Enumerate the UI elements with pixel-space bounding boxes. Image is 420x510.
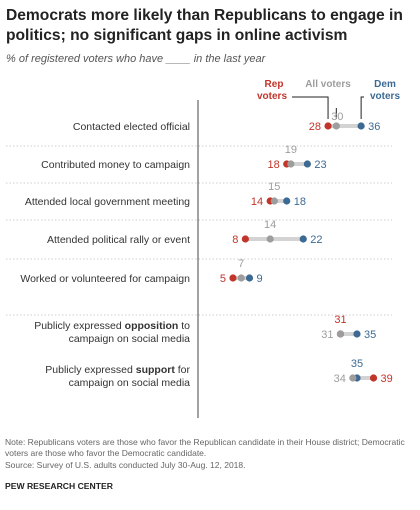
rep-value-label: 5 xyxy=(220,273,226,285)
legend-rep-label-line1: Rep xyxy=(265,79,284,90)
category-label-line2: campaign on social media xyxy=(69,377,191,389)
dem-dot xyxy=(245,274,254,282)
all-dot xyxy=(336,330,345,338)
chart-note: Note: Republicans voters are those who f… xyxy=(5,437,405,459)
all-dot xyxy=(332,122,340,130)
dem-dot xyxy=(283,197,291,205)
dem-dot xyxy=(353,330,361,338)
all-value-label: 15 xyxy=(268,181,280,193)
dem-dot xyxy=(299,235,307,243)
category-label: Contacted elected official xyxy=(73,121,190,133)
dem-value-label: 18 xyxy=(294,196,306,208)
rep-value-label: 31 xyxy=(334,314,346,326)
category-label: Publicly expressed opposition to xyxy=(34,320,190,332)
rep-dot xyxy=(369,374,378,382)
dem-value-label: 35 xyxy=(351,358,363,370)
all-value-label: 34 xyxy=(334,373,346,385)
dem-value-label: 23 xyxy=(314,159,326,171)
category-label: Publicly expressed support for xyxy=(45,364,190,376)
brand-logo-text: PEW RESEARCH CENTER xyxy=(5,481,113,491)
category-label-line2: campaign on social media xyxy=(69,333,191,345)
legend-rep-leader xyxy=(292,96,329,119)
legend-dem-leader xyxy=(360,96,364,119)
all-value-label: 31 xyxy=(321,329,333,341)
rep-dot xyxy=(324,122,332,130)
dem-dot xyxy=(357,122,365,130)
dem-value-label: 9 xyxy=(257,273,263,285)
all-dot xyxy=(266,235,274,243)
legend-dem-label-line2: voters xyxy=(370,91,400,102)
legend-all-label: All voters xyxy=(305,79,351,90)
dem-value-label: 35 xyxy=(364,329,376,341)
all-dot xyxy=(349,374,357,382)
rep-value-label: 39 xyxy=(381,373,393,385)
all-dot xyxy=(237,274,245,282)
dem-value-label: 36 xyxy=(368,121,380,133)
chart-title: Democrats more likely than Republicans t… xyxy=(6,7,403,44)
rep-value-label: 28 xyxy=(309,121,321,133)
legend-dem-label-line1: Dem xyxy=(374,79,396,90)
all-dot xyxy=(270,197,278,205)
rep-dot xyxy=(241,235,249,243)
rep-value-label: 14 xyxy=(251,196,263,208)
category-label: Attended political rally or event xyxy=(47,234,190,246)
all-value-label: 30 xyxy=(331,111,343,123)
rep-dot xyxy=(229,274,237,282)
all-dot xyxy=(287,160,295,168)
dem-dot xyxy=(303,160,311,168)
rep-value-label: 18 xyxy=(267,159,279,171)
chart-source: Source: Survey of U.S. adults conducted … xyxy=(5,460,246,470)
rep-value-label: 8 xyxy=(232,234,238,246)
dem-value-label: 22 xyxy=(310,234,322,246)
category-label: Contributed money to campaign xyxy=(41,159,190,171)
category-label: Worked or volunteered for campaign xyxy=(20,273,190,285)
chart-subtitle: % of registered voters who have ____ in … xyxy=(6,53,266,65)
all-value-label: 19 xyxy=(285,144,297,156)
legend-rep-label-line2: voters xyxy=(257,91,287,102)
all-value-label: 14 xyxy=(264,219,276,231)
category-label: Attended local government meeting xyxy=(25,196,190,208)
all-value-label: 7 xyxy=(238,258,244,270)
